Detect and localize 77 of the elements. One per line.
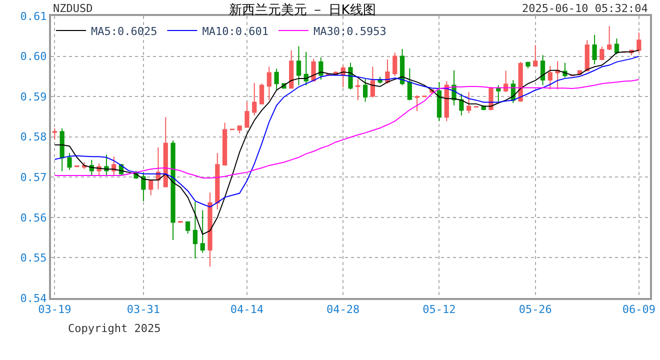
candlestick <box>362 78 368 102</box>
chart-subtitle: NZDUSD <box>53 2 93 15</box>
candlestick <box>533 44 538 66</box>
candlestick <box>200 210 205 254</box>
y-tick-label: 0.60 <box>20 50 47 64</box>
candlestick <box>555 60 560 90</box>
candlestick <box>112 156 116 176</box>
candlestick <box>215 152 220 210</box>
candlestick <box>252 82 257 116</box>
x-tick-label: 05-26 <box>518 303 552 316</box>
y-tick-label: 0.59 <box>20 90 47 104</box>
y-tick-label: 0.58 <box>20 130 47 144</box>
candlestick <box>414 94 420 112</box>
candlestick <box>614 38 620 55</box>
legend-label: MA30:0.5953 <box>313 24 386 38</box>
candlestick <box>488 86 494 111</box>
candlestick <box>459 93 464 116</box>
candlestick <box>296 46 302 86</box>
y-tick-label: 0.57 <box>20 170 47 184</box>
candlestick <box>370 66 375 98</box>
candlestick <box>311 58 316 82</box>
candlestick <box>192 201 198 260</box>
candlestick <box>104 154 109 176</box>
chart-title: 新西兰元美元 － 日K线图 <box>229 2 376 18</box>
candlestick <box>67 152 72 170</box>
candlestick <box>540 54 546 86</box>
line-series <box>54 56 640 208</box>
candlestick <box>600 46 604 61</box>
candlestick <box>244 101 250 128</box>
y-tick-label: 0.54 <box>20 292 48 305</box>
candlestick <box>436 82 442 122</box>
line-series <box>54 79 640 178</box>
candlestick <box>259 83 264 104</box>
y-tick-label: 0.55 <box>20 252 47 265</box>
candlestick <box>392 52 398 77</box>
line-series <box>54 50 640 235</box>
text: 2025-06-10 05:32:04 <box>522 2 648 15</box>
candlestick <box>496 84 501 102</box>
candlestick <box>503 70 508 93</box>
candlestick <box>356 78 360 101</box>
legend-label: MA5:0.6025 <box>91 24 158 38</box>
candlestick <box>222 122 228 166</box>
candlestick <box>163 116 168 188</box>
x-tick-label: 05-12 <box>422 303 456 316</box>
x-tick-label: 04-14 <box>230 303 264 316</box>
candlestick <box>592 34 597 65</box>
text: Copyright 2025 <box>68 322 161 335</box>
candlestick <box>60 128 64 172</box>
x-tick-label: 03-31 <box>126 303 160 316</box>
candlestick <box>526 62 530 69</box>
y-tick-label: 0.61 <box>20 10 47 23</box>
candlestick <box>607 26 612 51</box>
candlestick <box>318 56 324 80</box>
candlestick <box>407 68 412 101</box>
candlestick <box>52 128 58 140</box>
candlestick <box>400 48 405 86</box>
candlestick <box>304 51 308 86</box>
y-tick-label: 0.56 <box>20 211 47 224</box>
candlestick <box>548 65 552 90</box>
candlestick <box>274 68 279 90</box>
candlestick <box>466 92 472 114</box>
candlestick <box>348 62 353 90</box>
candlestick <box>170 140 176 240</box>
candlestick <box>141 172 146 202</box>
candlestick <box>584 40 590 72</box>
candlestick <box>636 32 642 54</box>
candlestick <box>444 80 449 122</box>
candlestick <box>237 125 242 134</box>
x-tick-label: 04-28 <box>326 303 360 316</box>
candlestick <box>266 66 272 100</box>
candlestick <box>186 221 190 234</box>
x-tick-label: 06-09 <box>622 303 656 316</box>
candlestick <box>208 192 212 268</box>
candlestick <box>289 50 294 89</box>
x-tick-label: 03-19 <box>38 303 72 316</box>
legend-label: MA10:0.601 <box>202 24 268 38</box>
candlestick <box>148 179 154 196</box>
